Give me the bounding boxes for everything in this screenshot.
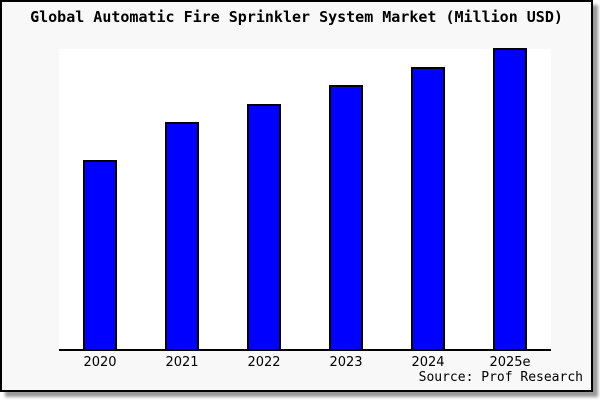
source-credit: Source: Prof Research [418, 370, 583, 385]
x-tick-label: 2020 [83, 355, 117, 370]
bar [329, 85, 363, 349]
bar [247, 104, 281, 349]
x-tick-label: 2021 [165, 355, 199, 370]
x-axis-labels: 2020 2021 2022 2023 2024 2025e [59, 355, 551, 371]
plot-area [59, 48, 551, 351]
x-tick-label: 2024 [411, 355, 445, 370]
x-tick-label: 2023 [329, 355, 363, 370]
bar [165, 122, 199, 349]
chart-frame: Global Automatic Fire Sprinkler System M… [0, 0, 593, 392]
chart-title: Global Automatic Fire Sprinkler System M… [30, 8, 563, 26]
bar [493, 48, 527, 349]
x-tick-label: 2022 [247, 355, 281, 370]
bar [411, 67, 445, 349]
bar [83, 160, 117, 349]
x-tick-label: 2025e [489, 355, 531, 370]
